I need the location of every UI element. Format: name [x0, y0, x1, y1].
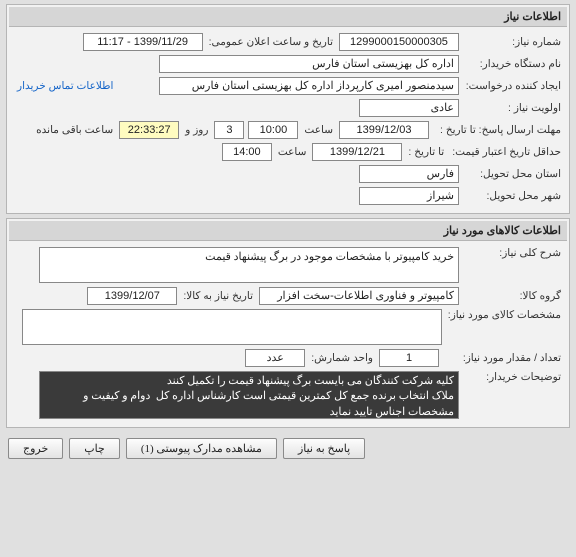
valid-date: 1399/12/21 [312, 143, 402, 161]
province-value: فارس [359, 165, 459, 183]
attachments-button[interactable]: مشاهده مدارک پیوستی (1) [126, 438, 277, 459]
deadline-date: 1399/12/03 [339, 121, 429, 139]
priority-label: اولویت نیاز : [463, 102, 563, 114]
valid-label: حداقل تاریخ اعتبار قیمت: [450, 146, 563, 158]
city-value: شیراز [359, 187, 459, 205]
general-desc-label: شرح کلی نیاز: [463, 247, 563, 259]
deadline-time: 10:00 [248, 121, 298, 139]
valid-time: 14:00 [222, 143, 272, 161]
print-button[interactable]: چاپ [69, 438, 120, 459]
valid-to-label: تا تاریخ : [406, 146, 446, 158]
need-info-title: اطلاعات نیاز [9, 7, 567, 27]
pub-datetime-label: تاریخ و ساعت اعلان عمومی: [207, 36, 335, 48]
remain-time: 22:33:27 [119, 121, 179, 139]
buyer-notes-label: توضیحات خریدار: [463, 371, 563, 383]
buyer-org-label: نام دستگاه خریدار: [463, 58, 563, 70]
province-label: استان محل تحویل: [463, 168, 563, 180]
need-date-label: تاریخ نیاز به کالا: [181, 290, 255, 302]
need-info-panel: اطلاعات نیاز شماره نیاز: 129900015000030… [6, 4, 570, 214]
requester-value: سیدمنصور امیری کارپرداز اداره کل بهزیستی… [159, 77, 459, 95]
spec-label: مشخصات کالای مورد نیاز: [446, 309, 563, 321]
unit-label: واحد شمارش: [309, 352, 375, 364]
qty-value: 1 [379, 349, 439, 367]
buyer-contact-link[interactable]: اطلاعات تماس خریدار [13, 80, 113, 92]
need-no-label: شماره نیاز: [463, 36, 563, 48]
unit-value: عدد [245, 349, 305, 367]
exit-button[interactable]: خروج [8, 438, 63, 459]
goods-info-title: اطلاعات کالاهای مورد نیاز [9, 221, 567, 241]
valid-time-label: ساعت [276, 146, 309, 158]
goods-info-panel: اطلاعات کالاهای مورد نیاز شرح کلی نیاز: … [6, 218, 570, 428]
buyer-org-value: اداره کل بهزیستی استان فارس [159, 55, 459, 73]
need-date-value: 1399/12/07 [87, 287, 177, 305]
spec-value [22, 309, 442, 345]
general-desc-value [39, 247, 459, 283]
city-label: شهر محل تحویل: [463, 190, 563, 202]
deadline-label: مهلت ارسال پاسخ: تا تاریخ : [433, 124, 563, 136]
remain-days-label: روز و [183, 124, 210, 136]
priority-value: عادی [359, 99, 459, 117]
deadline-time-label: ساعت [302, 124, 335, 136]
pub-datetime-value: 1399/11/29 - 11:17 [83, 33, 203, 51]
need-no-value: 1299000150000305 [339, 33, 459, 51]
group-value: کامپیوتر و فناوری اطلاعات-سخت افزار [259, 287, 459, 305]
requester-label: ایجاد کننده درخواست: [463, 80, 563, 92]
button-bar: پاسخ به نیاز مشاهده مدارک پیوستی (1) چاپ… [0, 432, 576, 465]
remain-days: 3 [214, 121, 244, 139]
qty-label: تعداد / مقدار مورد نیاز: [443, 352, 563, 364]
remain-suffix: ساعت باقی مانده [34, 124, 115, 136]
group-label: گروه کالا: [463, 290, 563, 302]
respond-button[interactable]: پاسخ به نیاز [283, 438, 365, 459]
buyer-notes-value: کلیه شرکت کنندگان می بایست برگ پیشنهاد ق… [39, 371, 459, 419]
